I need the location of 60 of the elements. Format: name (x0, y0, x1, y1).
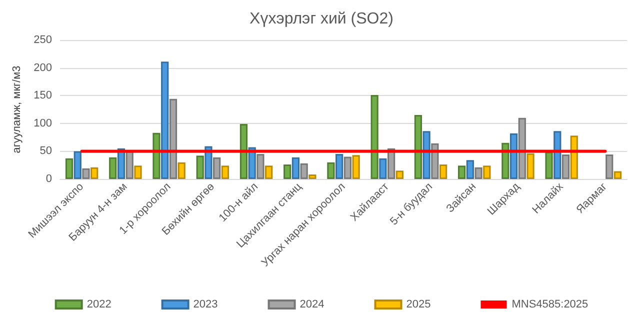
bar (458, 166, 466, 179)
bar (265, 166, 273, 179)
chart-title: Хүхэрлэг хий (SO2) (250, 10, 394, 28)
y-tick-label: 200 (34, 62, 52, 74)
bar (370, 95, 378, 179)
bar (483, 166, 491, 179)
bar (352, 155, 360, 179)
bar (240, 124, 248, 179)
bar (414, 115, 422, 179)
y-tick-label: 0 (46, 173, 52, 185)
y-tick-label: 150 (34, 90, 52, 102)
bar (344, 156, 352, 179)
bar (161, 62, 169, 179)
bar (570, 136, 578, 179)
bar (474, 167, 482, 179)
bar (606, 154, 614, 179)
bar (284, 164, 292, 179)
bar (510, 133, 518, 179)
bar (336, 154, 344, 179)
bar (431, 143, 439, 179)
legend-label: 2023 (193, 298, 218, 310)
bar (502, 142, 510, 179)
legend-label: 2025 (406, 298, 431, 310)
y-axis-title: агууламж, мкг/м3 (11, 66, 24, 154)
bar (518, 118, 526, 179)
y-tick-label: 50 (40, 145, 52, 158)
bar (562, 154, 570, 179)
bar (422, 131, 430, 179)
bar (74, 151, 82, 179)
bar (126, 151, 134, 179)
bar (109, 157, 117, 179)
bar (256, 154, 264, 179)
bar (178, 162, 186, 179)
legend-label: 2024 (300, 298, 324, 310)
bar (379, 158, 387, 179)
bar (90, 167, 98, 179)
bar (292, 157, 300, 179)
bar (308, 174, 316, 179)
bar (396, 170, 404, 179)
legend-label: MNS4585:2025 (512, 298, 588, 310)
bar (300, 163, 308, 179)
y-tick-label: 250 (34, 34, 52, 46)
bar (65, 158, 74, 179)
bar (526, 153, 534, 179)
bar (169, 98, 178, 179)
bar (196, 156, 204, 179)
bar (614, 171, 622, 179)
bar (327, 162, 335, 179)
legend-label: 2022 (86, 298, 112, 310)
bar (439, 164, 448, 179)
bar (554, 131, 562, 179)
bar (204, 146, 212, 179)
y-tick-label: 100 (34, 117, 52, 130)
bar (221, 166, 230, 179)
bar (152, 132, 160, 179)
bar (466, 160, 474, 179)
bar (134, 166, 142, 179)
bar (545, 152, 553, 179)
bar (82, 168, 90, 179)
bar (213, 157, 221, 179)
